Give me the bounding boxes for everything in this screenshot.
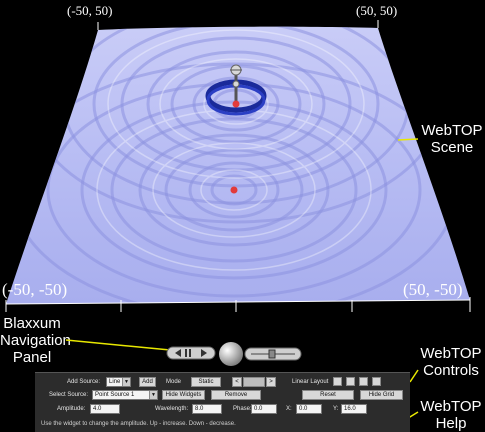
hide-widgets-button[interactable]: Hide Widgets (162, 390, 205, 400)
amplitude-label: Amplitude: (57, 405, 85, 413)
nav-slider-handle-icon[interactable] (269, 350, 275, 358)
select-source-label: Select Source: (49, 391, 88, 399)
corner-label-top-left: (-50, 50) (67, 3, 113, 19)
layout-option-2[interactable] (346, 377, 355, 386)
nav-pause-icon[interactable] (185, 349, 187, 357)
add-source-label: Add Source: (67, 378, 100, 386)
y-field[interactable]: 16.0 (341, 404, 367, 414)
add-button[interactable]: Add (139, 377, 156, 387)
corner-label-bottom-right: (50, -50) (403, 280, 462, 300)
point-source-2-marker[interactable] (231, 187, 238, 194)
y-label: Y: (333, 405, 338, 413)
webtop-help-text: Use the widget to change the amplitude. … (41, 420, 236, 428)
hide-grid-button[interactable]: Hide Grid (360, 390, 403, 400)
webtop-scene[interactable] (0, 0, 485, 320)
point-source-1-marker[interactable] (233, 101, 240, 108)
reset-button[interactable]: Reset (302, 390, 354, 400)
mode-prev-button[interactable]: < (232, 377, 242, 387)
chevron-down-icon: ▼ (149, 391, 157, 399)
x-field[interactable]: 0.0 (296, 404, 322, 414)
layout-option-4[interactable] (372, 377, 381, 386)
linear-layout-label: Linear Layout (292, 378, 328, 386)
mode-static-button[interactable]: Static (191, 377, 221, 387)
blaxxun-navigation-panel[interactable] (165, 340, 305, 368)
add-source-select[interactable]: Line ▼ (106, 377, 131, 387)
mode-label: Mode (166, 378, 181, 386)
x-label: X: (286, 405, 292, 413)
webtop-controls-panel: Add Source: Line ▼ Add Mode Static < > Li… (35, 372, 410, 432)
select-source-select[interactable]: Point Source 1 ▼ (92, 390, 158, 400)
layout-option-3[interactable] (359, 377, 368, 386)
wavelength-label: Wavelength: (155, 405, 188, 413)
callout-line-1: WebTOP (420, 122, 484, 139)
callout-line-2: Scene (420, 139, 484, 156)
wavelength-field[interactable]: 8.0 (192, 404, 222, 414)
mode-next-button[interactable]: > (266, 377, 276, 387)
remove-button[interactable]: Remove (211, 390, 261, 400)
corner-label-bottom-left: (-50, -50) (2, 280, 67, 300)
callout-webtop-scene: WebTOP Scene (420, 122, 484, 156)
mode-slider[interactable] (243, 377, 265, 387)
select-source-value: Point Source 1 (95, 392, 134, 398)
add-source-value: Line (109, 379, 120, 385)
layout-option-1[interactable] (333, 377, 342, 386)
phase-field[interactable]: 0.0 (251, 404, 277, 414)
amplitude-field[interactable]: 4.0 (90, 404, 120, 414)
chevron-down-icon: ▼ (122, 378, 130, 386)
phase-label: Phase: (233, 405, 252, 413)
corner-label-top-right: (50, 50) (356, 3, 397, 19)
nav-sphere-icon[interactable] (219, 342, 243, 366)
